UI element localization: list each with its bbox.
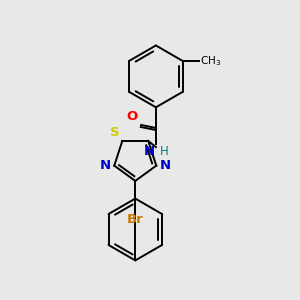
Text: O: O xyxy=(126,110,138,124)
Text: H: H xyxy=(160,145,169,158)
Text: N: N xyxy=(100,159,111,172)
Text: CH$_3$: CH$_3$ xyxy=(200,54,221,68)
Text: N: N xyxy=(160,159,171,172)
Text: Br: Br xyxy=(127,213,144,226)
Text: N: N xyxy=(143,145,155,158)
Text: S: S xyxy=(110,127,120,140)
